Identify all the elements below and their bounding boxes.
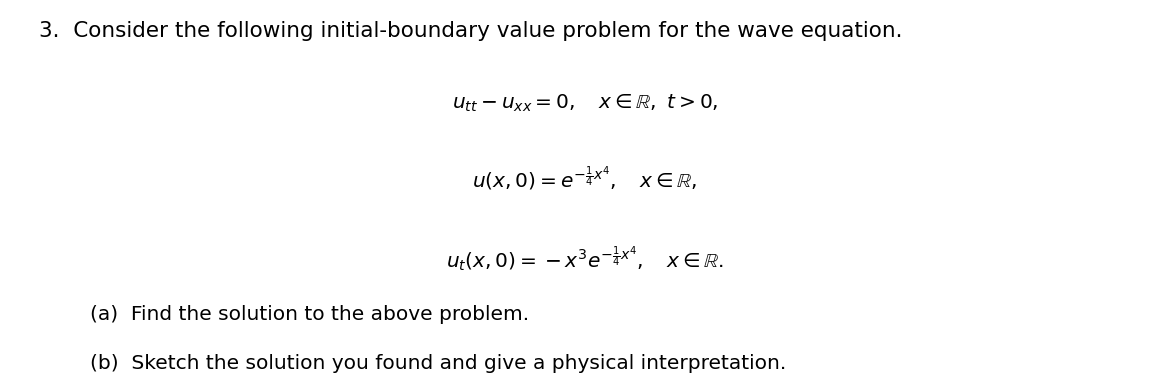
- Text: $u_t(x, 0) = -x^3 e^{-\frac{1}{4}x^4}, \quad x \in \mathbb{R}.$: $u_t(x, 0) = -x^3 e^{-\frac{1}{4}x^4}, \…: [446, 244, 724, 274]
- Text: $u_{tt} - u_{xx} = 0, \quad x \in \mathbb{R},\ t > 0,$: $u_{tt} - u_{xx} = 0, \quad x \in \mathb…: [452, 93, 718, 114]
- Text: $u(x, 0) = e^{-\frac{1}{4}x^4}, \quad x \in \mathbb{R},$: $u(x, 0) = e^{-\frac{1}{4}x^4}, \quad x …: [473, 165, 697, 194]
- Text: (a)  Find the solution to the above problem.: (a) Find the solution to the above probl…: [90, 305, 529, 324]
- Text: 3.  Consider the following initial-boundary value problem for the wave equation.: 3. Consider the following initial-bounda…: [39, 21, 902, 41]
- Text: (b)  Sketch the solution you found and give a physical interpretation.: (b) Sketch the solution you found and gi…: [90, 354, 786, 373]
